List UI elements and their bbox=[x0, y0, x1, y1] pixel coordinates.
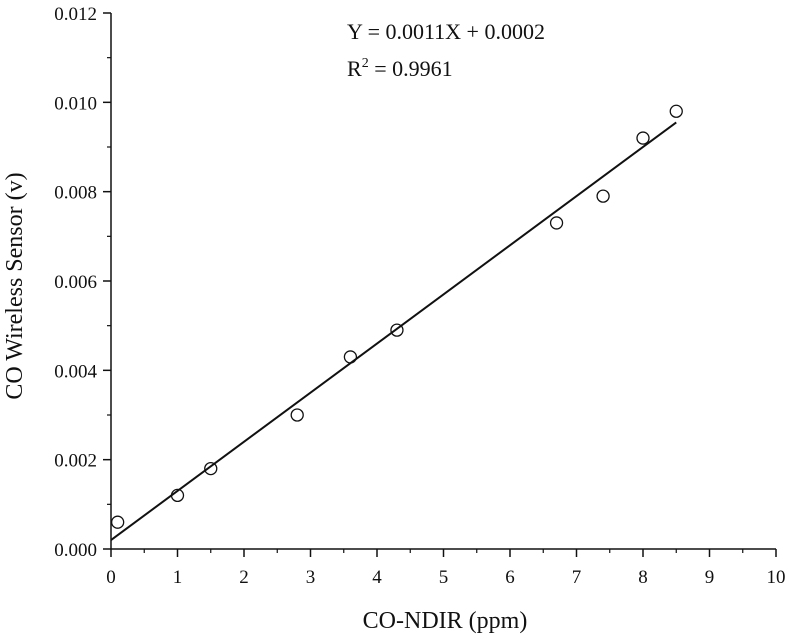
x-tick-label: 7 bbox=[572, 567, 582, 588]
data-point bbox=[549, 216, 564, 230]
data-point bbox=[111, 515, 125, 529]
x-tick-label: 3 bbox=[306, 567, 316, 588]
x-tick-label: 4 bbox=[372, 567, 382, 588]
x-tick-label: 5 bbox=[439, 567, 449, 588]
x-tick-label: 9 bbox=[705, 567, 715, 588]
r-squared-superscript: 2 bbox=[362, 56, 369, 71]
x-tick-label: 2 bbox=[239, 567, 249, 588]
y-tick-label: 0.000 bbox=[54, 540, 97, 561]
y-axis-ticks: 0.000 0.002 0.004 0.006 0.008 0.010 0.012 bbox=[54, 4, 111, 561]
data-point bbox=[390, 323, 404, 337]
x-tick-label: 0 bbox=[106, 567, 116, 588]
r-squared-prefix: R bbox=[347, 56, 362, 81]
data-point bbox=[636, 131, 650, 145]
x-tick-label: 8 bbox=[638, 567, 648, 588]
data-point bbox=[204, 461, 218, 476]
r-squared-annotation: R2 = 0.9961 bbox=[347, 56, 453, 81]
data-point bbox=[290, 408, 304, 422]
y-tick-label: 0.010 bbox=[54, 93, 97, 114]
regression-equation: Y = 0.0011X + 0.0002 bbox=[347, 19, 545, 44]
y-tick-label: 0.012 bbox=[54, 4, 97, 25]
data-point bbox=[343, 350, 358, 364]
y-tick-label: 0.008 bbox=[54, 183, 97, 204]
data-point bbox=[669, 104, 683, 118]
x-tick-label: 1 bbox=[173, 567, 183, 588]
data-point bbox=[596, 189, 610, 203]
r-squared-value: = 0.9961 bbox=[369, 56, 453, 81]
y-tick-label: 0.002 bbox=[54, 451, 97, 472]
plot-area: 0 1 2 3 4 5 6 7 8 9 10 0.0000.0020.0040.0060.0080.… bbox=[54, 4, 785, 588]
y-tick-label: 0.004 bbox=[54, 361, 97, 382]
x-axis-ticks: 0 1 2 3 4 5 6 7 8 9 10 bbox=[106, 549, 786, 588]
y-tick-label: 0.006 bbox=[54, 272, 97, 293]
data-point bbox=[170, 488, 185, 503]
y-axis-title: CO Wireless Sensor (v) bbox=[2, 172, 28, 399]
x-tick-label: 6 bbox=[505, 567, 515, 588]
x-axis-title: CO-NDIR (ppm) bbox=[363, 608, 528, 634]
x-tick-label: 10 bbox=[767, 567, 786, 588]
data-points bbox=[111, 104, 683, 529]
